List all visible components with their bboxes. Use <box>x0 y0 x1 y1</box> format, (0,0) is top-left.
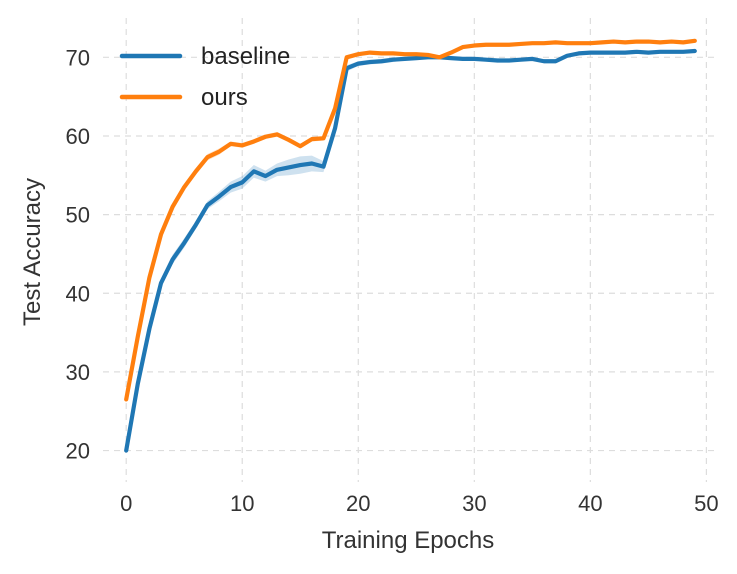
y-tick-label: 50 <box>66 203 90 228</box>
y-tick-label: 60 <box>66 124 90 149</box>
x-tick-label: 40 <box>578 491 602 516</box>
x-tick-label: 20 <box>346 491 370 516</box>
y-tick-label: 70 <box>66 45 90 70</box>
grid <box>103 18 718 482</box>
series-lines <box>124 38 697 453</box>
legend: baseline ours <box>119 43 290 111</box>
x-tick-label: 0 <box>120 491 132 516</box>
series-line-baseline <box>124 48 697 453</box>
y-axis-label: Test Accuracy <box>19 178 46 326</box>
series-line-ours <box>124 38 697 402</box>
y-tick-label: 30 <box>66 360 90 385</box>
legend-label-baseline: baseline <box>201 43 290 70</box>
y-tick-labels: 20 30 40 50 60 70 <box>66 45 90 463</box>
x-tick-labels: 0 10 20 30 40 50 <box>120 491 719 516</box>
x-axis-label: Training Epochs <box>322 527 495 554</box>
y-tick-label: 20 <box>66 439 90 464</box>
legend-label-ours: ours <box>201 84 248 111</box>
x-tick-label: 50 <box>694 491 718 516</box>
x-tick-label: 30 <box>462 491 486 516</box>
x-tick-label: 10 <box>230 491 254 516</box>
y-tick-label: 40 <box>66 281 90 306</box>
